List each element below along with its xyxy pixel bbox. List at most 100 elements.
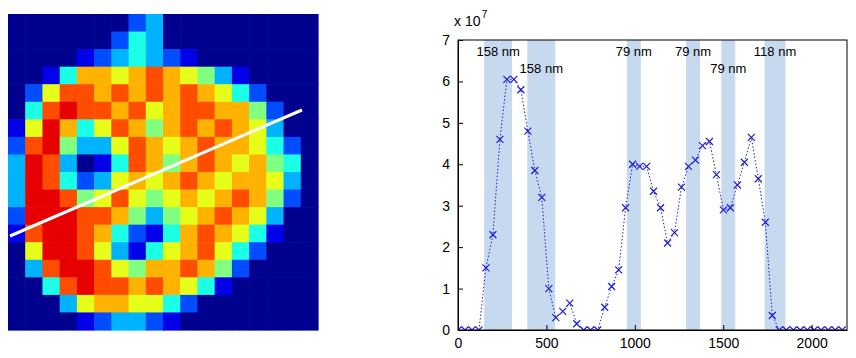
heatmap-cell bbox=[266, 49, 284, 67]
marker bbox=[622, 204, 629, 211]
heatmap-cell bbox=[111, 295, 129, 313]
heatmap-cell bbox=[284, 207, 302, 225]
heatmap-cell bbox=[8, 137, 26, 155]
heatmap-cell bbox=[215, 277, 233, 295]
plot-area bbox=[458, 40, 846, 330]
heatmap-cell bbox=[129, 49, 147, 67]
heatmap-cell bbox=[284, 260, 302, 278]
heatmap-cell bbox=[60, 137, 78, 155]
heatmap-cell bbox=[249, 295, 267, 313]
heatmap-cell bbox=[111, 242, 129, 260]
heatmap-cell bbox=[42, 119, 60, 137]
heatmap-cell bbox=[129, 32, 147, 50]
heatmap-cell bbox=[60, 190, 78, 208]
heatmap-cell bbox=[111, 154, 129, 172]
heatmap-cell bbox=[8, 190, 26, 208]
marker bbox=[608, 283, 615, 290]
heatmap-cell bbox=[284, 32, 302, 50]
heatmap-cell bbox=[94, 295, 112, 313]
heatmap-cell bbox=[197, 207, 215, 225]
heatmap-cell bbox=[249, 225, 267, 243]
heatmap-cell bbox=[77, 14, 95, 32]
y-tick-label: 5 bbox=[442, 115, 450, 131]
heatmap-cell bbox=[301, 102, 319, 120]
heatmap-cell bbox=[163, 102, 181, 120]
heatmap-cell bbox=[284, 172, 302, 190]
heatmap-cell bbox=[215, 225, 233, 243]
heatmap-cell bbox=[129, 102, 147, 120]
heatmap-cell bbox=[25, 242, 43, 260]
heatmap-cell bbox=[129, 14, 147, 32]
heatmap-cell bbox=[8, 154, 26, 172]
heatmap-cell bbox=[42, 225, 60, 243]
heatmap-cell bbox=[8, 260, 26, 278]
heatmap-cell bbox=[284, 14, 302, 32]
marker bbox=[741, 159, 748, 166]
heatmap-cell bbox=[8, 32, 26, 50]
heatmap-cell bbox=[111, 312, 129, 330]
heatmap-cell bbox=[284, 84, 302, 102]
heatmap-cell bbox=[197, 225, 215, 243]
x-tick-label: 2000 bbox=[797, 335, 828, 351]
heatmap-cell bbox=[301, 207, 319, 225]
heatmap-cell bbox=[301, 260, 319, 278]
band bbox=[527, 40, 555, 330]
heatmap-cell bbox=[77, 67, 95, 85]
heatmap-cell bbox=[284, 190, 302, 208]
heatmap-cell bbox=[215, 49, 233, 67]
marker bbox=[671, 229, 678, 236]
heatmap-cell bbox=[180, 32, 198, 50]
heatmap-cell bbox=[301, 295, 319, 313]
marker bbox=[657, 204, 664, 211]
y-tick: 6 bbox=[442, 73, 463, 89]
heatmap-cell bbox=[215, 242, 233, 260]
heatmap-cell bbox=[111, 32, 129, 50]
marker bbox=[832, 327, 839, 331]
heatmap-cell bbox=[146, 260, 164, 278]
heatmap-cell bbox=[77, 277, 95, 295]
heatmap-cell bbox=[77, 102, 95, 120]
heatmap-cell bbox=[8, 312, 26, 330]
heatmap-cell bbox=[77, 154, 95, 172]
heatmap-cell bbox=[197, 190, 215, 208]
heatmap-cell bbox=[249, 14, 267, 32]
heatmap-cell bbox=[249, 190, 267, 208]
heatmap-cell bbox=[129, 119, 147, 137]
heatmap-cell bbox=[77, 295, 95, 313]
profile-line bbox=[10, 110, 302, 236]
y-tick: 1 bbox=[442, 281, 463, 297]
heatmap-cell bbox=[249, 32, 267, 50]
y-tick: 5 bbox=[442, 115, 463, 131]
heatmap-cell bbox=[8, 119, 26, 137]
heatmap-cell bbox=[25, 84, 43, 102]
marker bbox=[496, 136, 503, 143]
heatmap-cell bbox=[215, 102, 233, 120]
heatmap-cell bbox=[249, 242, 267, 260]
heatmap-cell bbox=[25, 14, 43, 32]
marker bbox=[748, 134, 755, 141]
marker bbox=[552, 314, 559, 321]
heatmap-cell bbox=[77, 172, 95, 190]
heatmap-cell bbox=[266, 295, 284, 313]
heatmap-cell bbox=[197, 260, 215, 278]
heatmap-cell bbox=[42, 67, 60, 85]
heatmap-cell bbox=[180, 190, 198, 208]
heatmap-cell bbox=[60, 119, 78, 137]
heatmap-cell bbox=[180, 102, 198, 120]
heatmap-cell bbox=[94, 207, 112, 225]
heatmap-cell bbox=[301, 242, 319, 260]
x-axis: 0500100015002000 bbox=[455, 325, 848, 351]
heatmap-cell bbox=[94, 260, 112, 278]
band bbox=[627, 40, 641, 330]
heatmap-cell bbox=[232, 102, 250, 120]
heatmap-cell bbox=[301, 312, 319, 330]
x-tick: 2000 bbox=[797, 325, 828, 351]
heatmap-cell bbox=[180, 295, 198, 313]
heatmap-cell bbox=[111, 14, 129, 32]
heatmap-cell bbox=[163, 172, 181, 190]
y-tick: 4 bbox=[442, 156, 463, 172]
heatmap-cell bbox=[163, 312, 181, 330]
heatmap-cell bbox=[146, 67, 164, 85]
heatmap-cell bbox=[60, 225, 78, 243]
heatmap-cell bbox=[25, 137, 43, 155]
